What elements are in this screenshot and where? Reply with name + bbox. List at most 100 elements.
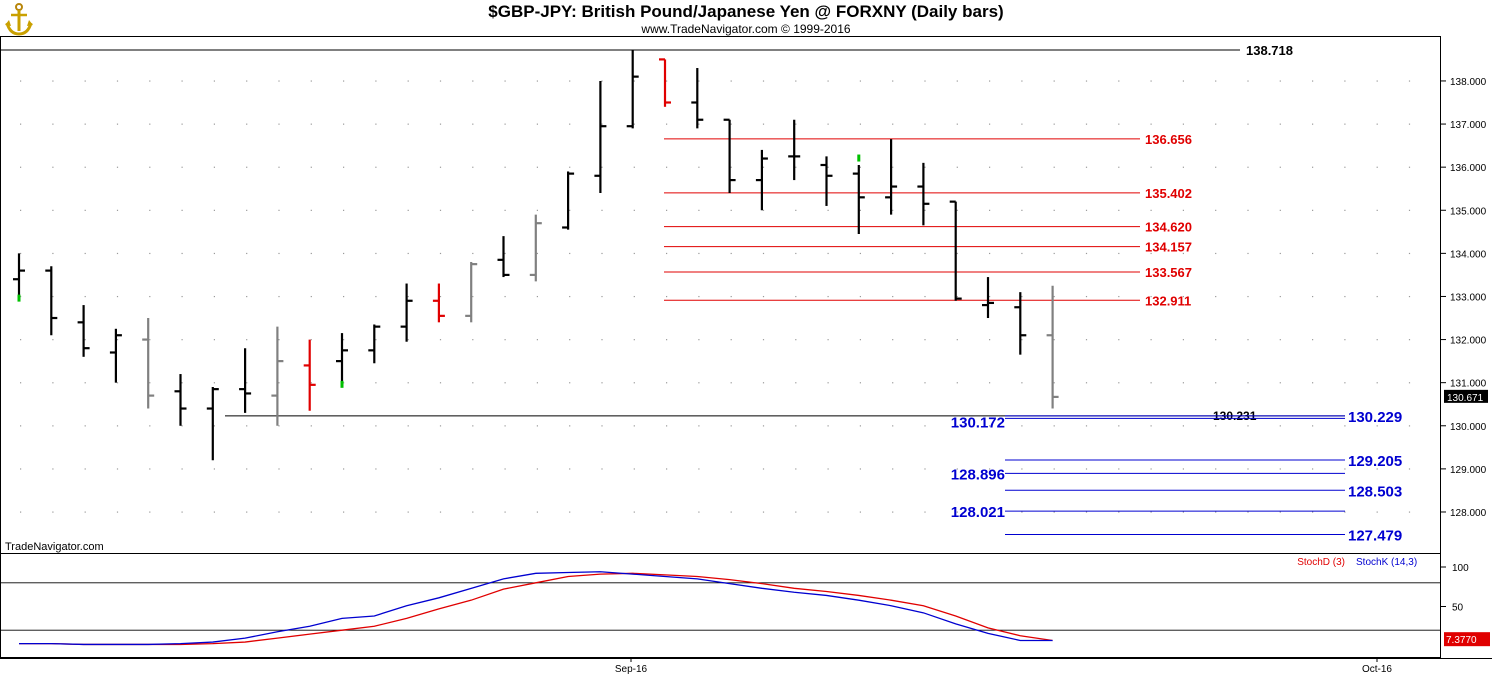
grid-dot <box>989 123 991 125</box>
grid-dot <box>1182 80 1184 82</box>
grid-dot <box>601 295 603 298</box>
grid-dot <box>504 295 506 298</box>
grid-dot <box>149 339 151 341</box>
grid-dot <box>1150 252 1152 255</box>
grid-dot <box>1247 468 1249 470</box>
grid-dot <box>633 382 635 384</box>
grid-dot <box>439 166 442 168</box>
grid-dot <box>84 166 86 168</box>
grid-dot <box>278 468 280 470</box>
grid-dot <box>1021 80 1023 82</box>
grid-dot <box>181 123 183 125</box>
y-tick-label: 131.000 <box>1450 379 1487 390</box>
grid-dot <box>698 425 700 427</box>
grid-dot <box>213 511 215 513</box>
grid-dot <box>730 166 732 168</box>
grid-dot <box>1344 468 1346 470</box>
ohlc-bar <box>142 318 155 409</box>
grid-dot <box>343 252 345 255</box>
grid-dot <box>407 209 409 211</box>
grid-dot <box>1408 80 1411 82</box>
grid-dot <box>504 425 506 427</box>
grid-dot <box>956 425 958 427</box>
level-label-138-718: 138.718 <box>1246 43 1293 58</box>
grid-dot <box>924 80 926 82</box>
grid-dot <box>116 382 119 384</box>
grid-dot <box>52 80 54 82</box>
grid-dot <box>1150 123 1152 125</box>
grid-dot <box>892 123 894 125</box>
grid-dot <box>20 123 22 125</box>
ohlc-bar <box>982 277 994 319</box>
ohlc-bar <box>949 200 962 301</box>
grid-dot <box>181 339 183 341</box>
ohlc-bar <box>917 162 930 226</box>
grid-dot <box>762 209 765 211</box>
ohlc-bar <box>723 118 736 194</box>
grid-dot <box>762 252 765 255</box>
grid-dot <box>859 468 861 470</box>
grid-dot <box>827 123 829 125</box>
grid-dot <box>1344 80 1346 82</box>
grid-dot <box>1182 123 1184 125</box>
grid-dot <box>1150 511 1152 513</box>
grid-dot <box>698 209 700 211</box>
grid-dot <box>149 123 151 125</box>
grid-dot <box>1408 252 1411 255</box>
grid-dot <box>892 339 894 341</box>
ohlc-bar <box>400 283 413 342</box>
grid-dot <box>375 382 377 384</box>
grid-dot <box>375 80 377 82</box>
grid-dot <box>1408 339 1411 341</box>
last-price-box <box>1444 389 1488 403</box>
grid-dot <box>375 339 377 341</box>
grid-dot <box>666 339 668 341</box>
chart-title: $GBP-JPY: British Pound/Japanese Yen @ F… <box>488 2 1004 21</box>
grid-dot <box>1118 295 1120 298</box>
grid-dot <box>698 80 700 82</box>
grid-dot <box>407 80 409 82</box>
y-tick-label: 128.000 <box>1450 508 1487 519</box>
grid-dot <box>1408 382 1411 384</box>
grid-dot <box>827 468 829 470</box>
grid-dot <box>1376 80 1378 82</box>
grid-dot <box>439 468 442 470</box>
grid-dot <box>1150 468 1152 470</box>
grid-dot <box>52 468 54 470</box>
grid-dot <box>504 339 506 341</box>
anchor-logo-icon <box>4 3 34 37</box>
grid-dot <box>278 80 280 82</box>
grid-dot <box>439 339 442 341</box>
grid-dot <box>1150 295 1152 298</box>
ohlc-bar <box>852 165 865 234</box>
grid-dot <box>892 511 894 513</box>
grid-dot <box>310 166 312 168</box>
grid-dot <box>892 382 894 384</box>
grid-dot <box>795 252 797 255</box>
grid-dot <box>149 252 151 255</box>
grid-dot <box>536 468 538 470</box>
grid-dot <box>116 468 119 470</box>
grid-dot <box>472 468 474 470</box>
grid-dot <box>1118 123 1120 125</box>
grid-dot <box>52 425 54 427</box>
grid-dot <box>633 511 635 513</box>
grid-dot <box>472 339 474 341</box>
grid-dot <box>1247 80 1249 82</box>
grid-dot <box>246 123 248 125</box>
grid-dot <box>149 425 151 427</box>
grid-dot <box>1021 468 1023 470</box>
grid-dot <box>536 209 538 211</box>
y-tick-label: 132.000 <box>1450 336 1487 347</box>
grid-dot <box>1312 123 1314 125</box>
grid-dot <box>956 123 958 125</box>
grid-dot <box>407 425 409 427</box>
grid-dot <box>633 80 635 82</box>
grid-dot <box>601 468 603 470</box>
grid-dot <box>246 425 248 427</box>
grid-dot <box>1085 123 1088 125</box>
grid-dot <box>827 80 829 82</box>
grid-dot <box>310 468 312 470</box>
grid-dot <box>472 252 474 255</box>
